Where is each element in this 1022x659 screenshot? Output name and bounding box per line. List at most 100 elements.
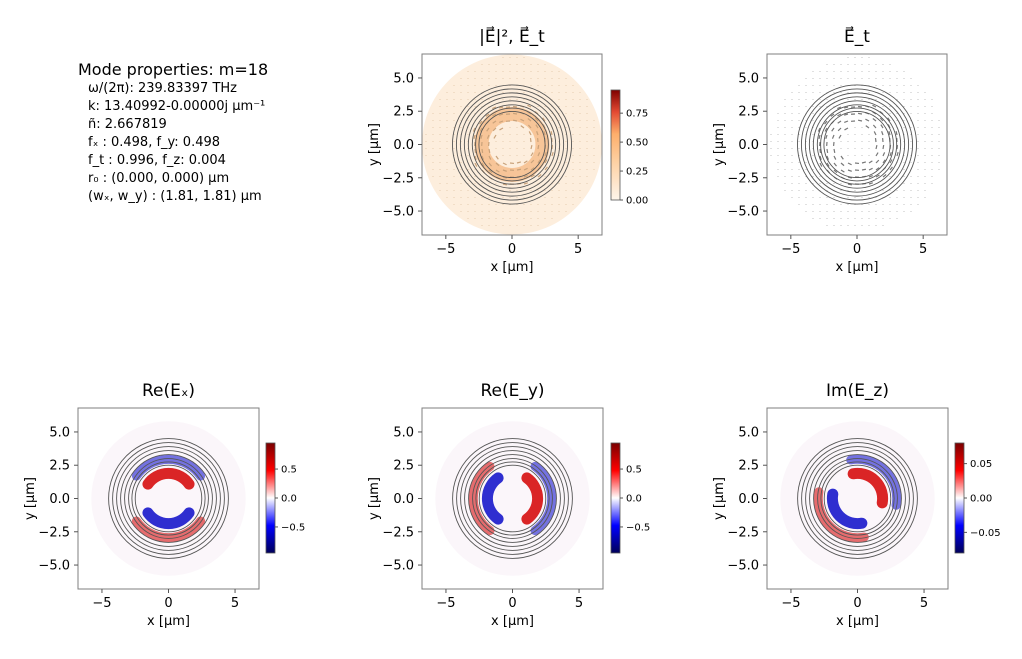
field-vector-overlay <box>425 57 595 226</box>
contour-line <box>808 96 906 193</box>
colorbar-tick-label: −0.5 <box>281 522 305 533</box>
x-tick-label: 5 <box>919 242 927 257</box>
x-tick-label: 5 <box>574 242 582 257</box>
plot-area <box>422 54 602 235</box>
colorbar-tick-label: −0.05 <box>970 528 1001 539</box>
plot-title: Re(E_y) <box>480 381 544 401</box>
field-background <box>435 421 590 576</box>
y-tick-label: 5.0 <box>49 425 70 440</box>
contour-line <box>131 461 206 536</box>
x-axis-label: x [μm] <box>147 614 190 629</box>
contour-line <box>120 450 217 547</box>
x-tick-label: 0 <box>853 596 861 611</box>
y-tick-label: −5.0 <box>382 205 414 220</box>
x-axis-label: x [μm] <box>836 260 879 275</box>
colorbar-tick-label: 0.75 <box>626 109 648 120</box>
y-tick-label: −2.5 <box>727 525 759 540</box>
contour-line <box>478 464 547 533</box>
contour-line <box>817 458 898 539</box>
y-tick-label: 5.0 <box>738 425 759 440</box>
plot-title: Re(Eₓ) <box>142 381 195 401</box>
contour-line <box>452 438 573 559</box>
y-axis-label: y [μm] <box>712 477 727 520</box>
contour-line <box>475 107 549 182</box>
x-tick-label: −5 <box>436 242 455 257</box>
x-tick-label: 5 <box>231 596 239 611</box>
y-axis-label: y [μm] <box>367 477 382 520</box>
colorbar-tick-label: 0.0 <box>626 494 642 505</box>
colorbar-tick-label: 0.25 <box>626 167 648 178</box>
x-tick-label: −5 <box>436 596 455 611</box>
colorbar <box>954 442 965 554</box>
contour-line <box>478 110 546 179</box>
field-background <box>780 421 935 576</box>
plot-title: |E⃗|², E⃗_t <box>479 25 545 47</box>
colorbar-tick-label: 0.5 <box>281 465 297 476</box>
contour-line <box>805 446 910 551</box>
y-tick-label: 2.5 <box>393 459 414 474</box>
field-lobe <box>847 467 889 509</box>
mode-property-r0: r₀ : (0.000, 0.000) μm <box>88 171 230 186</box>
mode-property-ft-fz: f_t : 0.996, f_z: 0.004 <box>88 153 226 168</box>
y-tick-label: 0.0 <box>393 492 414 507</box>
field-lobe <box>481 472 504 525</box>
field-lobe <box>142 507 195 530</box>
contour-line <box>116 446 221 551</box>
plot-panel-ez: −5 0 5 5.0 2.5 0.0 −2.5 −5.0 x [μm] y [μm] Im(E_z)… <box>712 381 1001 629</box>
x-axis-label: x [μm] <box>836 614 879 629</box>
y-tick-label: 2.5 <box>738 105 759 120</box>
x-tick-label: 0 <box>164 596 172 611</box>
y-tick-label: −5.0 <box>382 559 414 574</box>
y-tick-label: −2.5 <box>727 171 759 186</box>
y-tick-label: 2.5 <box>738 459 759 474</box>
contour-line <box>823 464 892 533</box>
refractive-index-contours <box>797 438 918 559</box>
contour-line <box>812 100 902 189</box>
contour-line <box>800 88 914 201</box>
contour-line <box>816 104 898 185</box>
x-tick-label: −5 <box>92 596 111 611</box>
plot-area <box>770 57 940 226</box>
x-tick-label: 5 <box>920 596 928 611</box>
contour-line <box>459 92 565 197</box>
contour-line <box>797 438 918 559</box>
colorbar-tick-label: 0.00 <box>970 494 992 505</box>
y-tick-label: 5.0 <box>738 71 759 86</box>
refractive-index-contours <box>796 84 918 205</box>
mode-property-widths: (wₓ, w_y) : (1.81, 1.81) μm <box>88 189 262 204</box>
colorbar-tick-label: 0.5 <box>626 465 642 476</box>
mode-properties-panel: Mode properties: m=18 ω/(2π): 239.83397 … <box>78 60 268 206</box>
field-lobe <box>142 467 195 490</box>
field-lobe <box>131 454 206 481</box>
axes-frame <box>766 53 948 236</box>
contour-line <box>456 442 569 555</box>
contour-line <box>108 438 229 559</box>
mode-property-frequency: ω/(2π): 239.83397 THz <box>88 81 237 96</box>
y-tick-label: −5.0 <box>38 559 70 574</box>
x-axis-label: x [μm] <box>491 260 534 275</box>
y-tick-label: 0.0 <box>393 138 414 153</box>
plot-panel-intensity: −5 0 5 5.0 2.5 0.0 −2.5 −5.0 x [μm] y [μm] |E⃗|², … <box>367 25 648 275</box>
x-tick-label: 5 <box>575 596 583 611</box>
field-lobe <box>521 472 544 525</box>
contour-line <box>124 454 213 543</box>
contour-line <box>813 454 902 543</box>
contour-line <box>128 458 209 539</box>
plot-panel-vectors: −5 0 5 5.0 2.5 0.0 −2.5 −5.0 x [μm] y [μm] E⃗_t <box>712 25 948 275</box>
contour-line <box>475 461 550 536</box>
contour-line <box>460 446 565 551</box>
x-tick-label: 0 <box>508 596 516 611</box>
field-background <box>91 421 246 576</box>
plot-area <box>435 421 590 576</box>
y-tick-label: −2.5 <box>38 525 70 540</box>
y-axis-label: y [μm] <box>367 123 382 166</box>
field-vector-overlay <box>770 57 940 226</box>
contour-line <box>823 110 891 179</box>
mode-property-index: ñ: 2.667819 <box>88 117 167 132</box>
contour-line <box>468 454 557 543</box>
field-lobe <box>131 516 206 543</box>
colorbar-tick-label: −0.5 <box>626 522 650 533</box>
contour-line <box>472 458 553 539</box>
intensity-background <box>422 54 602 235</box>
